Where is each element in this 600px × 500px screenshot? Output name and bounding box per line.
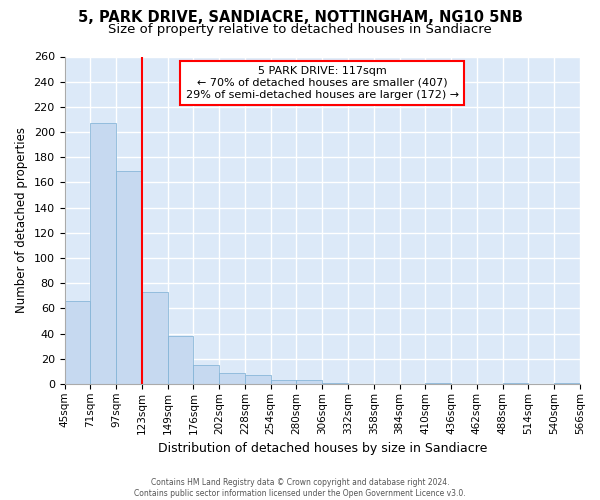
Bar (219, 372, 245, 384)
Bar (322, 382, 348, 384)
Text: 5 PARK DRIVE: 117sqm
← 70% of detached houses are smaller (407)
29% of semi-deta: 5 PARK DRIVE: 117sqm ← 70% of detached h… (186, 66, 459, 100)
Bar (193, 365, 219, 384)
Bar (142, 292, 167, 384)
Text: Contains HM Land Registry data © Crown copyright and database right 2024.
Contai: Contains HM Land Registry data © Crown c… (134, 478, 466, 498)
Text: 5, PARK DRIVE, SANDIACRE, NOTTINGHAM, NG10 5NB: 5, PARK DRIVE, SANDIACRE, NOTTINGHAM, NG… (77, 10, 523, 25)
Bar (503, 382, 529, 384)
X-axis label: Distribution of detached houses by size in Sandiacre: Distribution of detached houses by size … (158, 442, 487, 455)
Bar (91, 123, 116, 384)
Bar (245, 375, 271, 384)
Bar (116, 171, 142, 384)
Bar (296, 380, 322, 384)
Bar (271, 380, 296, 384)
Bar (167, 336, 193, 384)
Y-axis label: Number of detached properties: Number of detached properties (15, 127, 28, 313)
Text: Size of property relative to detached houses in Sandiacre: Size of property relative to detached ho… (108, 22, 492, 36)
Bar (554, 382, 580, 384)
Bar (65, 301, 91, 384)
Bar (425, 382, 451, 384)
